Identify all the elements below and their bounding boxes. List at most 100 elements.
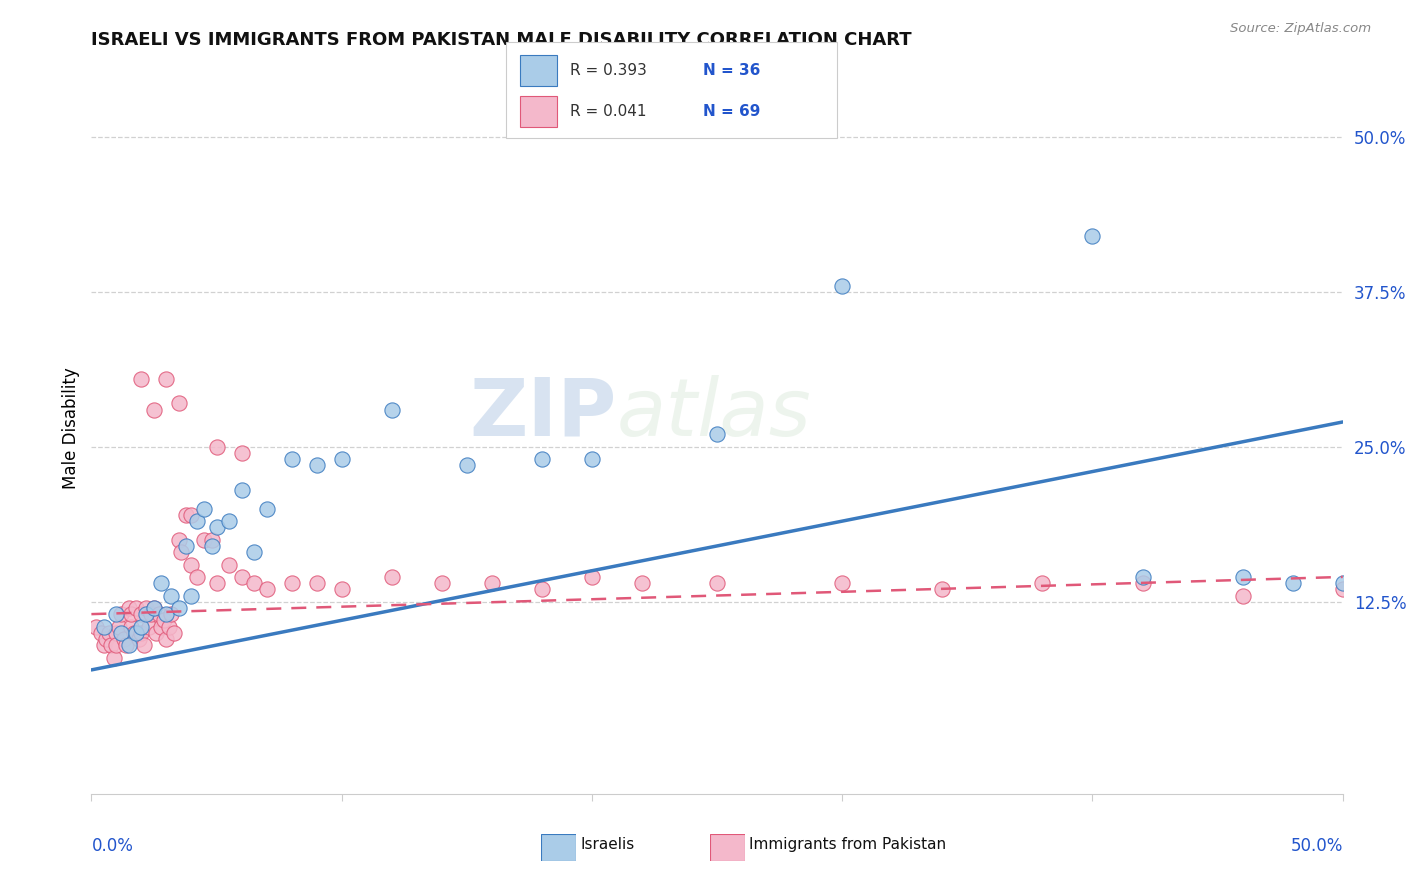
Text: ISRAELI VS IMMIGRANTS FROM PAKISTAN MALE DISABILITY CORRELATION CHART: ISRAELI VS IMMIGRANTS FROM PAKISTAN MALE…: [91, 31, 912, 49]
Point: [163, 625, 186, 640]
Point: [105, 625, 128, 640]
Point: [530, 452, 553, 467]
Point: [93, 638, 115, 652]
Bar: [520, 96, 557, 127]
Point: [138, 619, 160, 633]
Point: [1232, 589, 1254, 603]
Point: [1331, 582, 1354, 597]
Point: [280, 576, 302, 591]
Point: [120, 607, 142, 621]
Point: [93, 619, 115, 633]
Point: [118, 638, 141, 652]
Point: [831, 278, 853, 293]
Text: Israelis: Israelis: [581, 838, 636, 852]
Point: [706, 576, 728, 591]
Point: [157, 619, 180, 633]
Text: atlas: atlas: [617, 375, 811, 452]
Point: [243, 576, 266, 591]
Point: [131, 619, 153, 633]
Point: [167, 533, 190, 547]
Point: [305, 458, 328, 473]
Point: [180, 589, 202, 603]
Point: [143, 402, 166, 417]
Point: [1331, 576, 1354, 591]
Point: [205, 576, 228, 591]
Point: [155, 371, 177, 385]
Point: [125, 601, 148, 615]
Point: [231, 570, 253, 584]
Point: [931, 582, 953, 597]
Point: [160, 589, 183, 603]
Point: [1132, 576, 1154, 591]
Point: [1132, 570, 1154, 584]
Point: [118, 601, 141, 615]
Point: [1281, 576, 1303, 591]
Text: Source: ZipAtlas.com: Source: ZipAtlas.com: [1230, 22, 1371, 36]
Point: [132, 638, 155, 652]
Point: [143, 601, 166, 615]
Point: [180, 558, 202, 572]
Point: [103, 650, 125, 665]
Point: [90, 625, 112, 640]
Point: [706, 427, 728, 442]
Point: [100, 638, 122, 652]
Point: [193, 501, 215, 516]
Point: [200, 539, 222, 553]
Point: [105, 638, 128, 652]
Point: [135, 607, 157, 621]
Point: [330, 582, 353, 597]
Point: [256, 582, 278, 597]
Point: [150, 576, 173, 591]
Point: [97, 625, 120, 640]
Point: [205, 440, 228, 454]
Point: [1031, 576, 1053, 591]
Y-axis label: Male Disability: Male Disability: [62, 368, 80, 489]
Point: [256, 501, 278, 516]
Point: [205, 520, 228, 534]
Point: [155, 607, 177, 621]
Point: [145, 625, 167, 640]
Text: R = 0.041: R = 0.041: [571, 103, 647, 119]
Point: [176, 539, 198, 553]
Point: [581, 452, 603, 467]
Text: R = 0.393: R = 0.393: [571, 63, 647, 78]
Point: [218, 558, 240, 572]
Point: [128, 632, 150, 646]
Point: [108, 619, 131, 633]
Point: [120, 619, 142, 633]
Point: [305, 576, 328, 591]
Point: [180, 508, 202, 522]
Text: N = 36: N = 36: [703, 63, 761, 78]
Point: [167, 601, 190, 615]
Text: Immigrants from Pakistan: Immigrants from Pakistan: [749, 838, 946, 852]
Point: [141, 607, 163, 621]
Point: [831, 576, 853, 591]
Point: [131, 607, 153, 621]
Point: [581, 570, 603, 584]
Point: [231, 446, 253, 460]
Point: [155, 632, 177, 646]
Bar: [520, 55, 557, 86]
Point: [110, 625, 132, 640]
Point: [193, 533, 215, 547]
Point: [200, 533, 222, 547]
Point: [131, 625, 153, 640]
Point: [218, 514, 240, 528]
Point: [381, 570, 404, 584]
Point: [430, 576, 453, 591]
Point: [112, 632, 135, 646]
Point: [148, 607, 170, 621]
Point: [176, 508, 198, 522]
Point: [243, 545, 266, 559]
Text: N = 69: N = 69: [703, 103, 761, 119]
Point: [115, 638, 138, 652]
Point: [1081, 229, 1104, 244]
Point: [96, 632, 118, 646]
Point: [170, 545, 193, 559]
Point: [150, 619, 173, 633]
Point: [481, 576, 503, 591]
Point: [122, 625, 145, 640]
Point: [631, 576, 654, 591]
Point: [530, 582, 553, 597]
Point: [456, 458, 478, 473]
